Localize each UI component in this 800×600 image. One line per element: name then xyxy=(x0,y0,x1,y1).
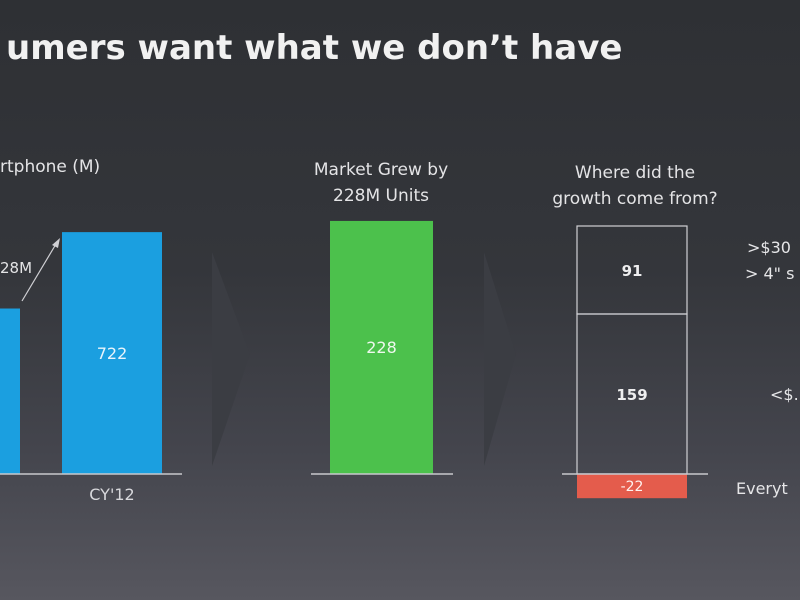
left-chart-heading: rtphone (M) xyxy=(0,157,101,177)
side-label-over-30: >$30 xyxy=(747,238,791,257)
right-segment-value-159: 159 xyxy=(616,386,647,404)
right-heading-line-2: growth come from? xyxy=(552,189,718,209)
left-bar-1 xyxy=(62,232,162,474)
right-segment-negative xyxy=(577,474,687,499)
transition-arrow-2 xyxy=(484,252,516,466)
middle-chart-heading: Market Grew by 228M Units xyxy=(291,157,471,209)
middle-heading-line-2: 228M Units xyxy=(333,186,429,206)
side-label-under: <$. xyxy=(770,385,799,404)
right-segment-value-negative: -22 xyxy=(621,479,644,495)
left-growth-annotation: 28M xyxy=(0,259,32,277)
left-growth-arrow-line xyxy=(21,243,57,302)
right-chart-heading: Where did the growth come from? xyxy=(535,160,735,212)
right-heading-line-1: Where did the xyxy=(574,163,696,183)
left-category-label-1: CY'12 xyxy=(89,485,134,504)
side-label-everything: Everyt xyxy=(736,479,788,498)
middle-bar-0 xyxy=(330,220,433,474)
left-growth-arrow-head xyxy=(52,238,60,248)
middle-heading-line-1: Market Grew by xyxy=(313,160,449,180)
right-segment-value-91: 91 xyxy=(622,262,643,280)
left-bar-value-1: 722 xyxy=(97,344,128,363)
middle-bar-value-0: 228 xyxy=(366,338,397,357)
side-label-over-4in: > 4" s xyxy=(745,264,795,283)
left-bar-chart: 722 CY'12 28M xyxy=(0,232,182,504)
right-stacked-chart: 159 91 -22 xyxy=(562,225,708,499)
slide-title: umers want what we don’t have xyxy=(6,28,623,68)
right-segment-91 xyxy=(576,225,688,315)
transition-arrow-1 xyxy=(212,252,250,466)
left-bar-0 xyxy=(0,308,20,474)
middle-bar-chart: 228 xyxy=(311,220,453,475)
transition-arrows xyxy=(212,252,516,466)
